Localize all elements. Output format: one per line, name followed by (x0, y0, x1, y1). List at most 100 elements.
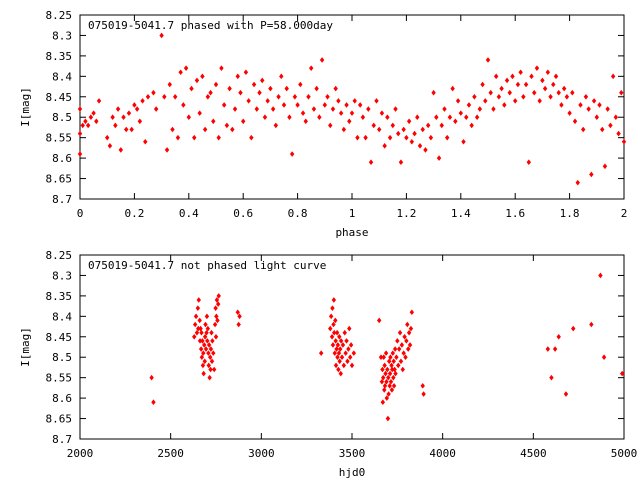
data-point (529, 73, 534, 80)
data-point (351, 350, 357, 356)
data-point (336, 366, 341, 373)
data-point (610, 73, 616, 80)
data-point (337, 333, 342, 340)
data-point (215, 301, 221, 307)
data-point (212, 321, 218, 328)
data-point (328, 325, 333, 332)
data-point (311, 106, 317, 112)
data-point (379, 110, 385, 116)
data-point (194, 77, 200, 84)
data-point (204, 329, 209, 336)
data-point (400, 366, 405, 373)
data-point (388, 354, 393, 361)
data-point (249, 134, 254, 141)
data-point (332, 350, 337, 356)
data-point (472, 93, 477, 100)
data-point (363, 134, 368, 141)
y-tick-label: 8.25 (46, 9, 73, 22)
data-point (339, 354, 345, 361)
data-point (162, 93, 167, 100)
data-point (211, 350, 216, 356)
x-tick-label: 2 (621, 207, 628, 220)
data-point (349, 362, 355, 369)
x-tick-label: 0.4 (179, 207, 199, 220)
data-point (241, 118, 246, 125)
data-point (589, 171, 594, 178)
data-point (458, 110, 463, 116)
data-point (608, 122, 613, 129)
data-point (236, 321, 241, 328)
data-point (196, 325, 201, 332)
y-tick-label: 8.4 (52, 310, 72, 323)
y-tick-label: 8.65 (46, 413, 73, 426)
data-point (340, 342, 346, 348)
data-point (170, 126, 175, 133)
data-point (206, 342, 212, 348)
data-point (105, 134, 110, 141)
data-point (202, 358, 207, 365)
chart-title: 075019-5041.7 phased with P=58.000day (88, 19, 333, 32)
data-point (338, 370, 343, 377)
x-tick-label: 2000 (67, 447, 94, 460)
data-point (338, 346, 343, 352)
data-point (385, 415, 391, 422)
chart-title: 075019-5041.7 not phased light curve (88, 259, 326, 272)
x-tick-label: 0.2 (124, 207, 144, 220)
data-point (325, 93, 330, 100)
data-point (381, 354, 386, 361)
data-point (143, 138, 148, 145)
data-point (219, 65, 224, 71)
data-point (398, 159, 404, 165)
x-tick-label: 4000 (429, 447, 456, 460)
phased-light-curve-panel: 0 0.2 0.4 0.6 0.8 1 1.2 1.4 1.6 1.8 2 8.258.38.358… (19, 9, 627, 239)
data-point (206, 362, 211, 369)
data-point (164, 147, 170, 153)
data-point (510, 73, 515, 80)
data-point (563, 391, 569, 397)
data-point (206, 350, 211, 356)
data-point (480, 81, 485, 88)
data-point (126, 110, 132, 116)
data-point (113, 122, 118, 129)
data-point (205, 93, 211, 100)
data-point (235, 309, 240, 316)
data-point (331, 321, 336, 328)
data-point (357, 102, 363, 108)
data-point (254, 106, 259, 112)
data-point (507, 89, 512, 96)
data-point (298, 81, 303, 88)
data-point (193, 313, 199, 320)
data-point (192, 134, 197, 141)
data-point (423, 147, 428, 153)
data-point (571, 325, 576, 332)
data-point (208, 366, 213, 373)
data-point (567, 110, 572, 116)
data-point (335, 354, 340, 361)
data-point (332, 329, 337, 336)
data-point (493, 73, 499, 80)
data-point (380, 374, 386, 381)
data-point (601, 354, 607, 361)
data-point (224, 122, 230, 129)
data-point (207, 374, 212, 381)
data-point (474, 114, 480, 121)
data-point (387, 383, 392, 389)
data-point (91, 110, 96, 116)
data-point (201, 350, 206, 356)
data-point (167, 81, 172, 88)
data-point (115, 106, 121, 112)
x-tick-label: 1.2 (396, 207, 416, 220)
data-point (598, 272, 603, 279)
data-point (292, 93, 298, 100)
data-point (210, 338, 215, 344)
data-point (181, 102, 186, 108)
data-point (132, 102, 137, 108)
data-point (334, 329, 340, 336)
data-point (556, 333, 561, 340)
data-point (602, 163, 608, 170)
axis-ticks (79, 14, 625, 200)
data-point (265, 98, 270, 104)
data-point (589, 321, 594, 328)
plot-frame (79, 254, 625, 440)
data-point (330, 305, 335, 311)
